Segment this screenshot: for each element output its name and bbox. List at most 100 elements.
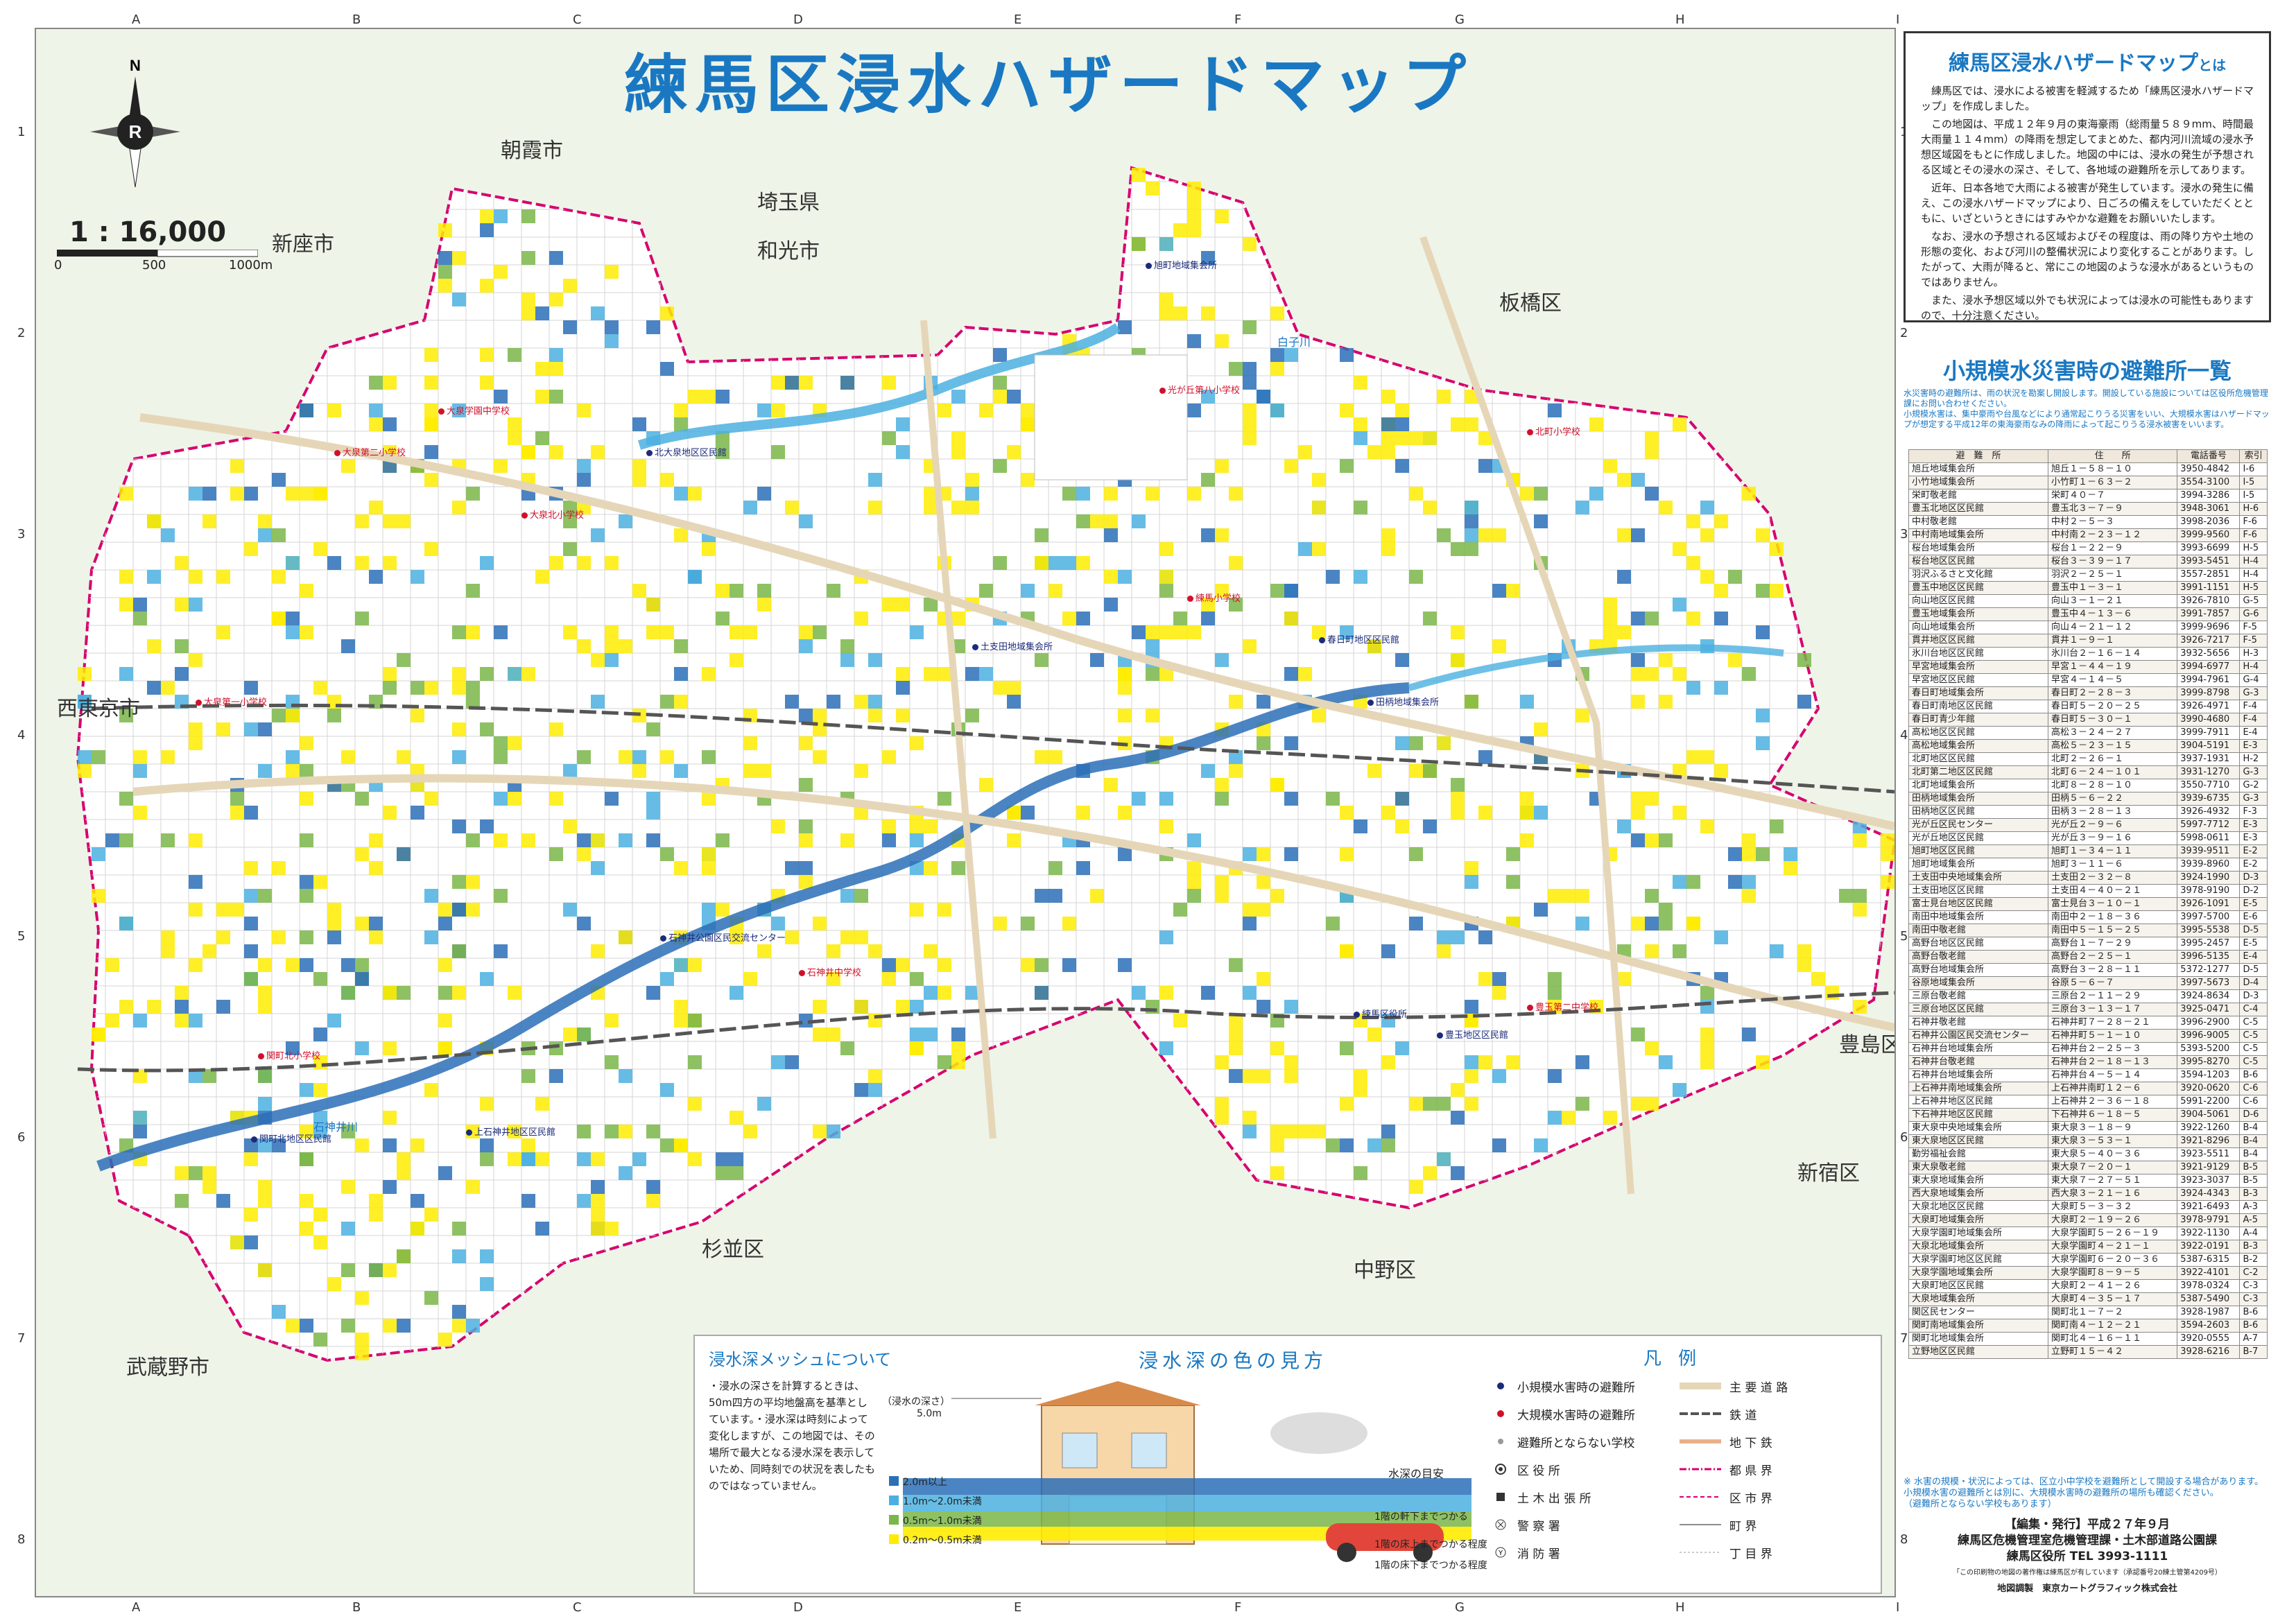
flood-cell [1354,417,1367,431]
flood-cell [480,556,494,570]
flood-cell [1270,404,1284,417]
flood-cell [674,667,688,681]
large-shelter-marker[interactable]: 石神井中学校 [799,965,861,978]
flood-cell [1298,667,1312,681]
table-cell: 5393-5200 [2177,1042,2241,1056]
flood-cell [1159,667,1173,681]
small-shelter-marker[interactable]: 練馬区役所 [1354,1007,1407,1020]
flood-cell [216,722,230,736]
flood-cell [411,1138,424,1152]
flood-cell [1284,348,1298,362]
large-shelter-marker[interactable]: 大泉第二小学校 [334,445,406,458]
small-shelter-marker[interactable]: 土支田地域集会所 [972,639,1053,652]
legend-label: 都 県 界 [1729,1464,1772,1478]
flood-cell [993,917,1007,930]
large-shelter-marker[interactable]: 大泉北小学校 [521,508,584,521]
flood-cell [383,1041,397,1055]
flood-cell [577,917,591,930]
small-shelter-marker[interactable]: 北大泉地区区民館 [646,445,727,458]
large-shelter-marker[interactable]: 大泉学園中学校 [438,404,510,417]
flood-cell [577,847,591,861]
table-cell: 3950-4842 [2177,462,2241,476]
legend-label: 大規模水害時の避難所 [1517,1409,1635,1423]
depth-legend-title: 浸水深の色の見方 [1139,1349,1328,1372]
table-cell: 豊玉北３－７－９ [2047,502,2178,516]
flood-cell [397,514,411,528]
flood-cell [521,306,535,320]
flood-cell [1548,1000,1562,1014]
small-shelter-marker[interactable]: 春日町地区区民館 [1319,632,1399,645]
large-shelter-marker[interactable]: 大泉第一小学校 [196,695,267,708]
flood-cell [424,1083,438,1097]
table-row: 大泉北地区区民館 大泉町５－３－３２ 3921-6493 A-3 [1908,1200,2268,1214]
small-shelter-marker[interactable]: 田柄地域集会所 [1367,695,1439,708]
shelter-name: 大泉北小学校 [530,510,585,521]
flood-cell [951,501,965,514]
flood-cell [1257,847,1270,861]
table-row: 春日町地域集会所 春日町２－２８－３ 3999-8798 G-3 [1908,686,2268,700]
large-shelter-marker[interactable]: 関町北小学校 [258,1048,320,1061]
flood-cell [452,1305,466,1319]
small-shelter-marker[interactable]: 豊玉地区区民館 [1437,1028,1508,1041]
flood-cell [1090,889,1104,903]
table-cell: 3926-4971 [2177,700,2241,713]
flood-cell [313,1208,327,1222]
table-row: 小竹地域集会所 小竹町１－６３－２ 3554-3100 I-5 [1908,476,2268,489]
map-area[interactable]: 朝霞市 埼玉県 和光市 新座市 板橋区 西東京市 豊島区 新宿区 杉並区 中野区… [35,28,1896,1597]
table-cell: E-4 [2239,726,2268,740]
flood-cell [1770,944,1784,958]
flood-cell [549,722,563,736]
table-cell: 3921-8296 [2177,1134,2241,1148]
flood-cell [868,709,882,722]
flood-cell [369,417,383,431]
flood-cell [300,1222,313,1236]
flood-cell [646,598,660,612]
flood-cell [286,487,300,501]
flood-cell [743,1125,757,1138]
table-cell: H-4 [2239,660,2268,674]
small-shelter-marker[interactable]: 関町北地区区民館 [251,1132,331,1145]
mesh-body: ・浸水の深さを計算するときは、50m四方の平均地盤高を基準としています。・浸水深… [709,1380,876,1492]
table-row: 南田中敬老館 南田中５－１５－２５ 3995-5538 D-5 [1908,924,2268,937]
flood-cell [1534,903,1548,917]
flood-cell [591,1208,605,1222]
large-shelter-marker[interactable]: 豊玉第二中学校 [1527,1000,1598,1013]
legend-label: 土 木 出 張 所 [1517,1492,1591,1506]
flood-cell [605,334,619,348]
flood-cell [1021,917,1035,930]
small-shelter-marker[interactable]: 上石神井地区区民館 [466,1125,555,1138]
flood-cell [1284,1055,1298,1069]
small-shelter-marker[interactable]: 石神井公園区民交流センター [660,930,786,944]
table-cell: 3554-3100 [2177,476,2241,489]
flood-cell [313,681,327,695]
flood-cell [119,1000,133,1014]
flood-cell [1756,847,1770,861]
svg-text:R: R [129,121,142,142]
table-cell: 3931-1270 [2177,765,2241,779]
table-cell: 大泉町地区区民館 [1908,1279,2048,1293]
flood-cell [1354,1069,1367,1083]
flood-cell [1187,487,1201,501]
large-shelter-marker[interactable]: 光が丘第八小学校 [1159,383,1240,396]
flood-cell [92,1028,105,1041]
flood-cell [1673,667,1686,681]
flood-cell [854,1000,868,1014]
table-cell: 羽沢ふるさと文化館 [1908,568,2048,582]
flood-cell [1326,1138,1340,1152]
flood-cell [619,1125,632,1138]
grid-bottom-f: F [1234,1600,1242,1615]
flood-cell [896,681,910,695]
flood-cell [577,750,591,764]
flood-cell [1617,625,1631,639]
flood-cell [785,861,799,875]
flood-cell [452,1319,466,1333]
table-cell: 北町第二地区区民館 [1908,765,2048,779]
large-shelter-marker[interactable]: 練馬小学校 [1187,591,1241,604]
flood-cell [1465,695,1478,709]
small-shelter-marker[interactable]: 旭町地域集会所 [1146,258,1217,271]
flood-cell [494,265,508,279]
flood-cell [591,1152,605,1166]
flood-cell [646,833,660,847]
large-shelter-marker[interactable]: 北町小学校 [1527,424,1580,437]
flood-cell [438,1166,452,1180]
